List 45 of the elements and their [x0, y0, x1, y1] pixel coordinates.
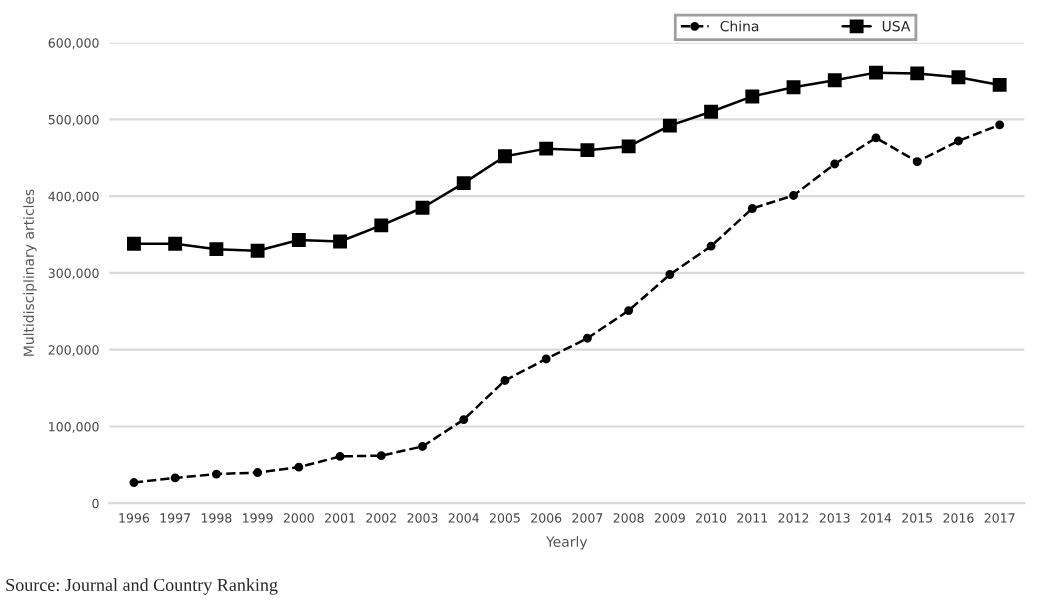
- point: [376, 451, 386, 461]
- point: [665, 270, 675, 279]
- point: [291, 233, 306, 247]
- point: [621, 139, 636, 154]
- point: [786, 80, 801, 95]
- point: [415, 200, 430, 215]
- point: [539, 141, 554, 156]
- point: [459, 415, 469, 425]
- point: [541, 354, 551, 364]
- point: [582, 333, 592, 343]
- point: [624, 306, 634, 316]
- point: [662, 118, 677, 133]
- point: [995, 120, 1005, 130]
- point: [910, 66, 925, 81]
- point: [953, 136, 963, 146]
- source-note: Source: Journal and Country Ranking: [6, 578, 278, 595]
- point: [129, 478, 139, 487]
- point: [706, 241, 716, 251]
- point: [869, 65, 883, 80]
- point: [951, 70, 966, 85]
- point: [209, 242, 224, 257]
- point: [211, 469, 221, 479]
- point: [333, 234, 348, 249]
- point: [456, 176, 471, 191]
- point: [830, 159, 840, 169]
- point: [126, 236, 141, 251]
- point: [747, 204, 757, 213]
- point: [335, 451, 345, 461]
- point: [294, 462, 304, 472]
- point: [250, 243, 265, 258]
- point: [871, 133, 881, 143]
- point: [745, 89, 760, 104]
- point: [498, 149, 512, 164]
- point: [580, 143, 595, 158]
- point: [992, 77, 1007, 92]
- point: [170, 473, 180, 483]
- point: [827, 73, 842, 88]
- point: [168, 236, 183, 251]
- point: [789, 191, 798, 200]
- point: [500, 375, 510, 385]
- point: [418, 442, 427, 451]
- point: [704, 104, 719, 119]
- point: [374, 218, 389, 233]
- point: [253, 468, 263, 477]
- point: [912, 157, 922, 167]
